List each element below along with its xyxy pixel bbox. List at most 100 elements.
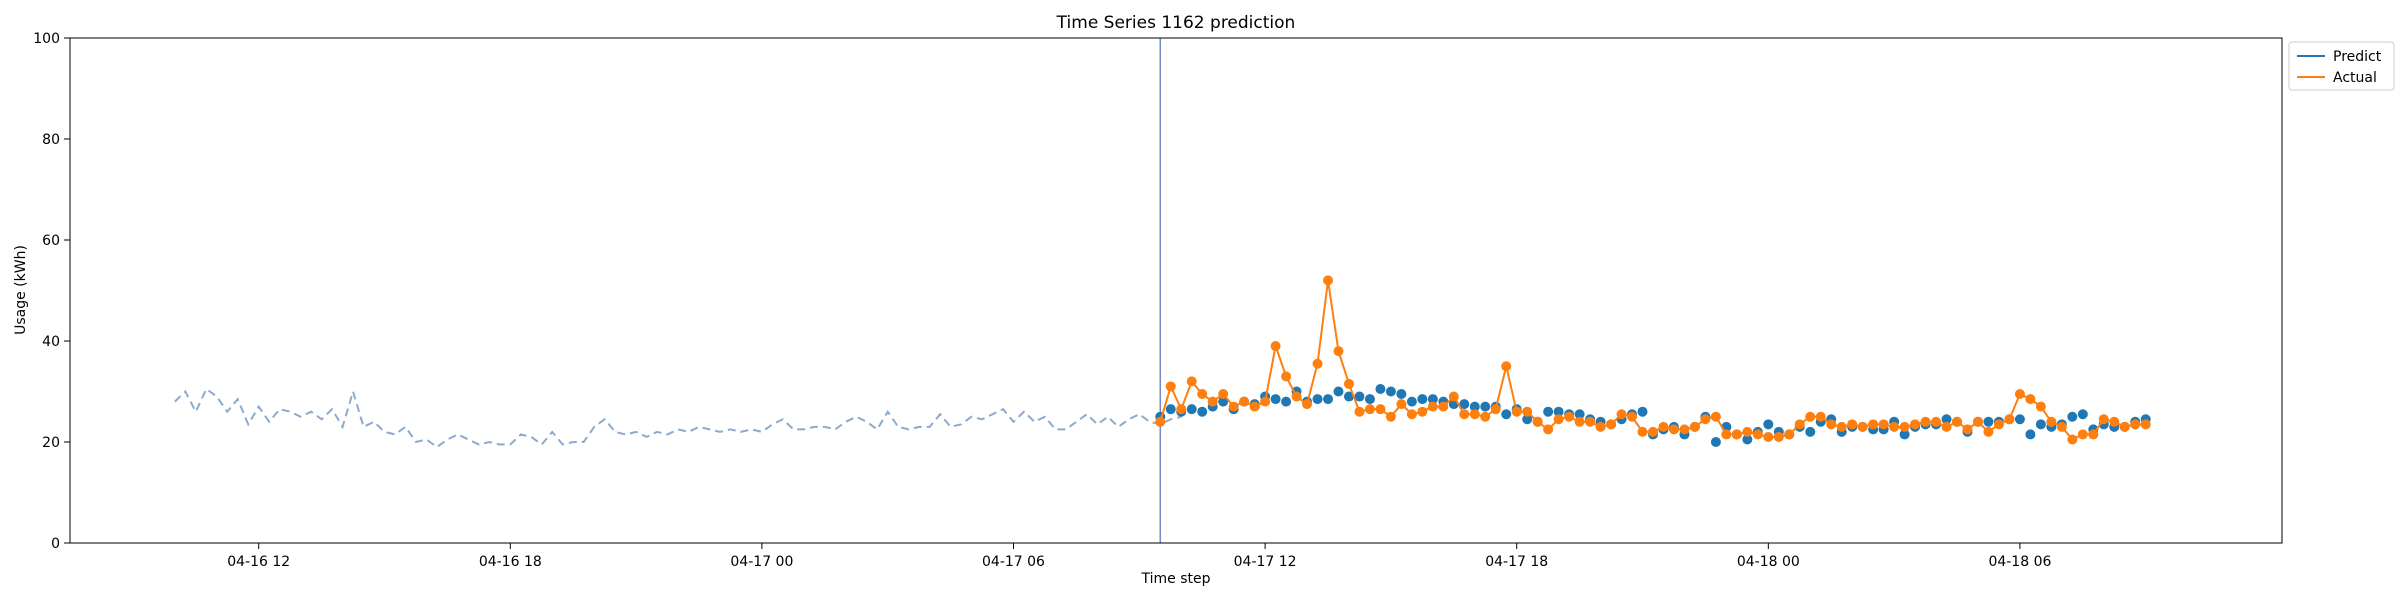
predict-point <box>1364 394 1375 405</box>
actual-point <box>1375 404 1386 415</box>
predict-point <box>1543 406 1554 417</box>
actual-point <box>1218 389 1229 400</box>
predict-point <box>1333 386 1344 397</box>
actual-point <box>2140 419 2151 430</box>
predict-point <box>1553 406 1564 417</box>
actual-point <box>1784 429 1795 440</box>
predict-point <box>1375 383 1386 394</box>
predict-point <box>2067 411 2078 422</box>
actual-point <box>1920 416 1931 427</box>
actual-point <box>1689 421 1700 432</box>
y-tick-label: 100 <box>33 31 60 47</box>
actual-point <box>1543 424 1554 435</box>
actual-point <box>1532 416 1543 427</box>
x-tick-label: 04-17 06 <box>982 554 1045 570</box>
actual-point <box>1889 421 1900 432</box>
predict-point <box>1354 391 1365 402</box>
actual-point <box>1438 401 1449 412</box>
actual-point <box>1868 419 1879 430</box>
predict-point <box>2035 419 2046 430</box>
actual-point <box>1679 424 1690 435</box>
actual-point <box>1564 411 1575 422</box>
actual-point <box>2130 419 2141 430</box>
predict-point <box>1417 394 1428 405</box>
actual-point <box>1910 419 1921 430</box>
plot-area <box>174 38 2151 543</box>
predict-point <box>1480 401 1491 412</box>
actual-point <box>1815 411 1826 422</box>
actual-point <box>1302 399 1313 410</box>
y-tick-label: 40 <box>42 334 60 350</box>
actual-point <box>1742 426 1753 437</box>
actual-point <box>1323 275 1334 286</box>
actual-point <box>1763 431 1774 442</box>
actual-point <box>1941 421 1952 432</box>
actual-point <box>1354 406 1365 417</box>
predict-point <box>1270 394 1281 405</box>
actual-point <box>1469 409 1480 420</box>
actual-point <box>2067 434 2078 445</box>
predict-point <box>1459 399 1470 410</box>
predict-point <box>1574 409 1585 420</box>
actual-point <box>1899 421 1910 432</box>
actual-point <box>1721 429 1732 440</box>
actual-point <box>1648 426 1658 437</box>
actual-point <box>1511 406 1522 417</box>
actual-point <box>2088 429 2099 440</box>
actual-point <box>1668 424 1679 435</box>
actual-point <box>1993 419 2004 430</box>
actual-point <box>2109 416 2120 427</box>
x-tick-label: 04-17 18 <box>1485 554 1548 570</box>
actual-point <box>1805 411 1816 422</box>
actual-point <box>1427 401 1438 412</box>
actual-point <box>2119 421 2130 432</box>
history-series-line <box>174 387 1182 449</box>
actual-point <box>1826 419 1837 430</box>
actual-point <box>1490 404 1501 415</box>
actual-point <box>1857 421 1868 432</box>
predict-point <box>1941 414 1952 425</box>
actual-point <box>1207 396 1218 407</box>
actual-point <box>1627 411 1638 422</box>
actual-point <box>1249 401 1260 412</box>
predict-point <box>1501 409 1512 420</box>
plot-frame <box>69 37 2283 544</box>
actual-point <box>1606 419 1617 430</box>
actual-point <box>1878 419 1889 430</box>
actual-point <box>1637 426 1648 437</box>
predict-point <box>1218 396 1229 407</box>
actual-point <box>2077 429 2088 440</box>
actual-point <box>1710 411 1721 422</box>
actual-point <box>2004 414 2015 425</box>
actual-point <box>1522 406 1533 417</box>
predict-point <box>1637 406 1648 417</box>
actual-point <box>1574 416 1585 427</box>
actual-point <box>1616 409 1627 420</box>
predict-point <box>1983 416 1994 427</box>
predict-point <box>1323 394 1334 405</box>
actual-point <box>1952 416 1963 427</box>
actual-point <box>1836 421 1847 432</box>
actual-point <box>1155 416 1166 427</box>
actual-point <box>1595 421 1606 432</box>
actual-point <box>2014 389 2025 400</box>
predict-point <box>1281 396 1292 407</box>
actual-point <box>1281 371 1292 382</box>
predict-point <box>2014 414 2025 425</box>
x-tick-label: 04-18 06 <box>1988 554 2051 570</box>
actual-point <box>1165 381 1176 392</box>
actual-point <box>1448 391 1459 402</box>
predict-point <box>1805 426 1816 437</box>
actual-point <box>1794 419 1805 430</box>
x-tick-label: 04-17 12 <box>1234 554 1297 570</box>
actual-point <box>2025 394 2036 405</box>
x-tick-label: 04-16 18 <box>479 554 542 570</box>
actual-point <box>1983 426 1994 437</box>
actual-point <box>1700 414 1711 425</box>
x-tick-label: 04-17 00 <box>730 554 793 570</box>
actual-point <box>1972 416 1983 427</box>
actual-point <box>2035 401 2046 412</box>
actual-point <box>1731 429 1742 440</box>
predict-point <box>2077 409 2088 420</box>
